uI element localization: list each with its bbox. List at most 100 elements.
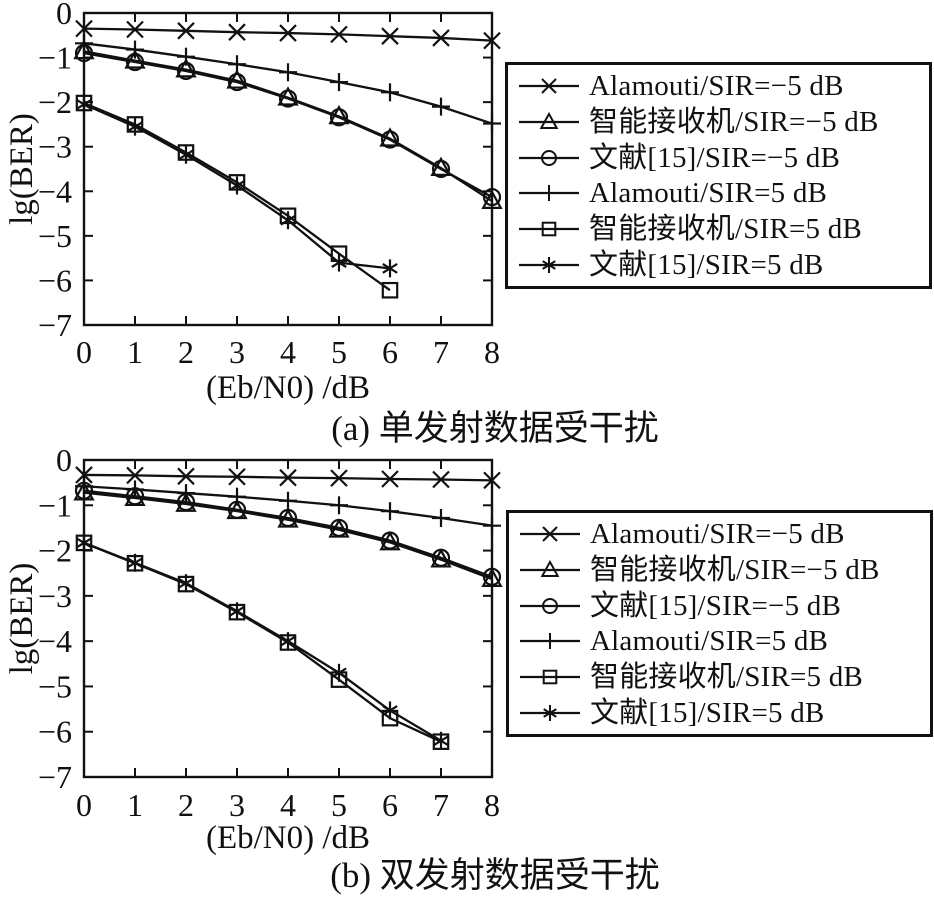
legend-marker-x-icon <box>519 78 579 94</box>
circle-marker-icon <box>329 108 349 127</box>
legend-item: Alamouti/SIR=−5 dB <box>519 517 924 551</box>
legend-label: 文献[15]/SIR=5 dB <box>589 249 824 282</box>
plus-marker-icon <box>483 516 501 535</box>
circle-marker-icon <box>431 548 451 567</box>
legend-label: 文献[15]/SIR=−5 dB <box>590 589 842 622</box>
legend-item: Alamouti/SIR=5 dB <box>519 624 924 658</box>
plus-marker-icon <box>126 40 144 59</box>
x-tick-label: 1 <box>127 787 143 823</box>
triangle-marker-icon <box>124 49 146 69</box>
series-line-circle <box>83 51 493 199</box>
asterisk-marker-icon <box>331 663 347 682</box>
x-tick-label: 2 <box>178 334 194 370</box>
legend-item: Alamouti/SIR=5 dB <box>518 176 923 210</box>
x-tick-label: 8 <box>484 787 500 823</box>
legend-label: Alamouti/SIR=−5 dB <box>590 517 845 550</box>
legend-label: Alamouti/SIR=−5 dB <box>589 69 844 102</box>
asterisk-marker-icon <box>76 95 92 114</box>
y-tick-label: −2 <box>38 533 72 569</box>
triangle-marker-icon <box>73 39 95 60</box>
plus-marker-icon <box>381 83 399 102</box>
triangle-marker-icon <box>226 69 248 89</box>
plus-marker-icon <box>177 484 195 503</box>
legend-label: 文献[15]/SIR=−5 dB <box>589 141 841 174</box>
plus-marker-icon <box>279 63 297 82</box>
plus-marker-icon <box>330 73 348 92</box>
asterisk-marker-icon <box>76 533 92 552</box>
circle-marker-icon <box>278 89 298 108</box>
y-tick-label: −6 <box>38 262 72 298</box>
asterisk-marker-icon <box>178 145 194 164</box>
plus-marker-icon <box>126 480 144 499</box>
legend-marker-circle-icon <box>520 597 580 614</box>
asterisk-marker-icon <box>127 553 143 572</box>
asterisk-marker-icon <box>229 602 245 621</box>
legend-label: 智能接收机/SIR=−5 dB <box>590 553 880 586</box>
x-marker-icon <box>330 25 348 44</box>
legend-item: 智能接收机/SIR=−5 dB <box>519 553 924 587</box>
asterisk-marker-icon <box>280 211 296 230</box>
y-tick-label: −1 <box>38 40 72 76</box>
y-tick-label: 0 <box>56 450 72 478</box>
x-marker-icon <box>483 471 501 490</box>
asterisk-marker-icon <box>178 574 194 593</box>
x-tick-label: 4 <box>280 334 296 370</box>
x-axis-label: (Eb/N0) /dB <box>206 820 370 856</box>
plus-marker-icon <box>541 185 557 202</box>
asterisk-marker-icon <box>433 731 449 750</box>
legend-item: 文献[15]/SIR=−5 dB <box>519 589 924 623</box>
triangle-marker-icon <box>540 559 560 577</box>
x-tick-label: 8 <box>484 334 500 370</box>
asterisk-marker-icon <box>127 117 143 136</box>
plus-marker-icon <box>75 34 93 53</box>
x-marker-icon <box>541 78 557 94</box>
legend-marker-x-icon <box>520 526 580 542</box>
x-marker-icon <box>228 467 246 486</box>
x-tick-label: 0 <box>76 787 92 823</box>
plus-marker-icon <box>279 491 297 510</box>
plus-marker-icon <box>75 477 93 496</box>
x-tick-label: 0 <box>76 334 92 370</box>
circle-marker-icon <box>380 130 400 149</box>
legend-label: Alamouti/SIR=5 dB <box>590 625 829 658</box>
y-tick-label: −2 <box>38 84 72 120</box>
circle-marker-icon <box>482 187 502 207</box>
chart-caption: (a) 单发射数据受干扰 <box>331 409 659 448</box>
x-marker-icon <box>75 466 93 484</box>
legend-label: 文献[15]/SIR=5 dB <box>590 697 825 730</box>
legend-item: 文献[15]/SIR=5 dB <box>518 248 923 282</box>
circle-marker-icon <box>380 531 400 550</box>
legend-item: 文献[15]/SIR=5 dB <box>519 696 924 730</box>
chart-a-legend-box: Alamouti/SIR=−5 dB 智能接收机/SIR=−5 dB 文献[15]/… <box>505 62 932 289</box>
chart-b-legend-box: Alamouti/SIR=−5 dB 智能接收机/SIR=−5 dB 文献[15]/… <box>506 510 933 737</box>
x-marker-icon <box>432 470 450 489</box>
x-marker-icon <box>228 23 246 41</box>
x-tick-label: 2 <box>178 787 194 823</box>
y-tick-label: −3 <box>38 578 72 614</box>
legend-item: 智能接收机/SIR=5 dB <box>518 212 923 246</box>
triangle-marker-icon <box>539 111 559 129</box>
square-marker-icon <box>381 281 399 299</box>
x-tick-label: 5 <box>331 334 347 370</box>
plus-marker-icon <box>432 97 450 116</box>
circle-marker-icon <box>278 508 298 528</box>
series-line-x <box>83 27 493 42</box>
legend-marker-plus-icon <box>519 185 579 202</box>
x-marker-icon <box>381 27 399 45</box>
legend-label: 智能接收机/SIR=5 dB <box>590 661 863 694</box>
legend-marker-square-icon <box>520 669 580 685</box>
legend-marker-asterisk-icon <box>520 705 580 722</box>
x-marker-icon <box>279 468 297 487</box>
plus-marker-icon <box>228 55 246 74</box>
legend-marker-triangle-icon <box>520 559 580 577</box>
legend-item: Alamouti/SIR=−5 dB <box>518 69 923 103</box>
plus-marker-icon <box>432 508 450 527</box>
asterisk-marker-icon <box>229 176 245 195</box>
x-marker-icon <box>542 526 558 542</box>
series-line-triangle <box>83 491 493 581</box>
plus-marker-icon <box>542 633 558 650</box>
y-tick-label: −3 <box>38 129 72 165</box>
x-tick-label: 5 <box>331 787 347 823</box>
plus-marker-icon <box>483 114 501 133</box>
tick-marks <box>83 459 493 778</box>
